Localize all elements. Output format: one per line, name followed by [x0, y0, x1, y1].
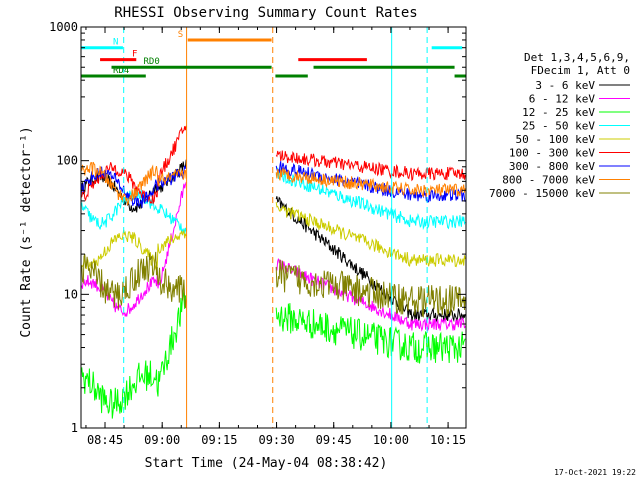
axes: 08:45 09:00 09:15 09:30 09:45 10:00 10:15 1 10 10…	[49, 20, 466, 447]
x-tick-label: 09:30	[258, 433, 294, 447]
x-tick-label: 09:15	[201, 433, 237, 447]
timestamp: 17-Oct-2021 19:22	[554, 468, 636, 477]
legend-label: 25 - 50 keV	[522, 120, 595, 133]
series-line-6-12-kev-post	[275, 258, 466, 332]
series-line-12-25-kev-pre	[80, 289, 187, 419]
flag-label-rd4: RD4	[113, 66, 129, 76]
x-tick-label: 09:00	[144, 433, 180, 447]
y-tick-label: 10	[64, 287, 78, 301]
series-line-800-7000-kev-post	[275, 166, 466, 198]
y-tick-label: 1000	[49, 20, 78, 34]
legend-header: FDecim 1, Att 0	[531, 64, 630, 77]
legend-header: Det 1,3,4,5,6,9,	[524, 51, 630, 64]
series-line-800-7000-kev-pre	[80, 161, 187, 206]
legend-label: 6 - 12 keV	[529, 93, 596, 106]
x-tick-label: 10:00	[373, 433, 409, 447]
series-line-300-800-kev-post	[275, 161, 466, 203]
legend-label: 12 - 25 keV	[522, 106, 595, 119]
legend-label: 300 - 800 keV	[509, 160, 595, 173]
series-line-12-25-kev-post	[275, 303, 466, 364]
y-axis-label: Count Rate (s⁻¹ detector⁻¹)	[19, 126, 34, 337]
plot-area: N F S RD0 RD4	[80, 27, 466, 428]
flag-label-rd0: RD0	[143, 57, 159, 67]
x-tick-label: 09:45	[316, 433, 352, 447]
series-line-7000-15000-kev-pre	[80, 251, 187, 310]
series-line-6-12-kev-pre	[80, 181, 187, 317]
series-line-50-100-kev-post	[275, 202, 466, 268]
series-line-7000-15000-kev-post	[275, 259, 466, 318]
x-tick-label: 08:45	[87, 433, 123, 447]
legend: Det 1,3,4,5,6,9,FDecim 1, Att 0 3 - 6 keV…	[489, 51, 630, 200]
series-line-100-300-kev-post	[275, 150, 466, 182]
y-tick-label: 1	[71, 421, 78, 435]
x-axis-label: Start Time (24-May-04 08:38:42)	[145, 456, 388, 471]
legend-label: 7000 - 15000 keV	[489, 187, 595, 200]
y-tick-label: 100	[56, 154, 78, 168]
x-tick-label: 10:15	[430, 433, 466, 447]
flag-label-n: N	[113, 38, 118, 48]
legend-label: 3 - 6 keV	[535, 79, 595, 92]
legend-label: 100 - 300 keV	[509, 147, 595, 160]
legend-label: 800 - 7000 keV	[502, 174, 595, 187]
chart-title: RHESSI Observing Summary Count Rates	[114, 5, 417, 21]
legend-label: 50 - 100 keV	[516, 133, 596, 146]
series-line-50-100-kev-pre	[80, 229, 187, 271]
flag-label-f: F	[132, 50, 137, 60]
flag-label-s: S	[178, 30, 183, 40]
series-line-100-300-kev-pre	[80, 125, 187, 205]
plot-frame	[80, 26, 467, 429]
